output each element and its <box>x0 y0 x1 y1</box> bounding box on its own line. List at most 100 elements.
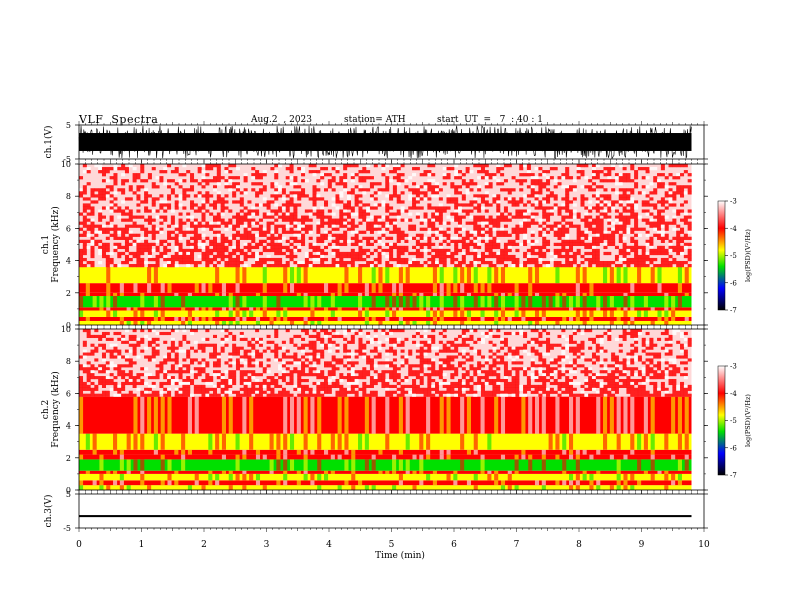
speckle-cell <box>584 230 589 234</box>
speckle-cell <box>580 233 585 237</box>
speckle-cell <box>278 206 283 210</box>
speckle-cell <box>618 236 623 240</box>
speckle-cell <box>224 264 229 268</box>
band-stripe <box>569 449 574 455</box>
speckle-cell <box>247 393 252 397</box>
speckle-cell <box>377 376 382 380</box>
speckle-cell <box>235 346 240 350</box>
speckle-cell <box>653 233 658 237</box>
band-stripe <box>426 396 431 434</box>
speckle-cell <box>105 367 110 371</box>
speckle-cell <box>270 245 275 250</box>
speckle-cell <box>105 170 110 174</box>
speckle-cell <box>251 176 256 180</box>
speckle-cell <box>381 224 386 228</box>
speckle-cell <box>427 185 432 189</box>
speckle-cell <box>278 260 283 265</box>
speckle-cell <box>101 331 106 336</box>
speckle-cell <box>484 358 489 362</box>
speckle-cell <box>324 251 329 256</box>
speckle-cell <box>446 387 451 391</box>
speckle-cell <box>626 188 631 192</box>
band-stripe <box>262 296 267 308</box>
band-stripe <box>324 473 329 481</box>
speckle-cell <box>136 242 141 247</box>
speckle-cell <box>343 251 348 256</box>
speckle-cell <box>530 242 535 247</box>
speckle-cell <box>480 254 485 259</box>
speckle-cell <box>163 257 168 262</box>
speckle-cell <box>255 170 260 174</box>
speckle-cell <box>82 203 87 207</box>
speckle-cell <box>186 260 191 265</box>
speckle-cell <box>197 242 202 247</box>
speckle-cell <box>526 378 531 383</box>
speckle-cell <box>503 197 508 201</box>
speckle-cell <box>258 239 263 243</box>
speckle-cell <box>538 224 543 228</box>
speckle-cell <box>542 254 547 259</box>
speckle-cell <box>201 390 206 394</box>
speckle-cell <box>549 176 554 180</box>
speckle-cell <box>649 242 654 247</box>
speckle-cell <box>599 194 604 198</box>
speckle-cell <box>572 251 577 256</box>
speckle-cell <box>523 331 528 336</box>
speckle-cell <box>515 215 520 219</box>
speckle-cell <box>373 191 378 195</box>
band-stripe <box>181 316 186 321</box>
speckle-cell <box>603 230 608 234</box>
speckle-cell <box>480 215 485 219</box>
speckle-cell <box>94 230 99 234</box>
band-stripe <box>677 283 682 293</box>
speckle-cell <box>396 233 401 237</box>
speckle-cell <box>346 352 351 356</box>
speckle-cell <box>105 254 110 259</box>
band-stripe <box>194 307 199 311</box>
speckle-cell <box>389 329 394 333</box>
speckle-cell <box>182 370 187 374</box>
speckle-cell <box>553 248 558 253</box>
speckle-cell <box>454 248 459 253</box>
band-stripe <box>398 267 403 284</box>
speckle-cell <box>331 370 336 374</box>
speckle-cell <box>469 209 474 213</box>
speckle-cell <box>538 264 543 268</box>
speckle-cell <box>167 376 172 380</box>
band-stripe <box>296 480 301 486</box>
speckle-cell <box>251 167 256 171</box>
speckle-cell <box>576 164 581 168</box>
speckle-cell <box>435 352 440 356</box>
speckle-cell <box>595 239 600 243</box>
speckle-cell <box>255 212 260 216</box>
band-stripe <box>575 283 580 293</box>
speckle-cell <box>366 227 371 231</box>
speckle-cell <box>523 221 528 225</box>
band-stripe <box>398 396 403 434</box>
speckle-cell <box>320 173 325 177</box>
speckle-cell <box>327 378 332 383</box>
speckle-cell <box>645 242 650 247</box>
speckle-cell <box>144 239 149 243</box>
speckle-cell <box>266 248 271 253</box>
speckle-cell <box>389 194 394 198</box>
speckle-cell <box>228 373 233 377</box>
speckle-cell <box>569 260 574 265</box>
band-stripe <box>664 485 669 490</box>
speckle-cell <box>683 245 688 250</box>
speckle-cell <box>297 361 302 365</box>
speckle-cell <box>431 358 436 362</box>
band-stripe <box>569 316 574 321</box>
speckle-cell <box>327 179 332 183</box>
speckle-cell <box>285 373 290 377</box>
speckle-cell <box>622 218 627 222</box>
speckle-cell <box>121 233 126 237</box>
speckle-cell <box>595 209 600 213</box>
speckle-cell <box>415 239 420 243</box>
speckle-cell <box>281 224 286 228</box>
band-stripe <box>643 470 648 474</box>
speckle-cell <box>82 384 87 388</box>
speckle-cell <box>98 224 103 228</box>
speckle-cell <box>121 227 126 231</box>
speckle-cell <box>228 257 233 262</box>
